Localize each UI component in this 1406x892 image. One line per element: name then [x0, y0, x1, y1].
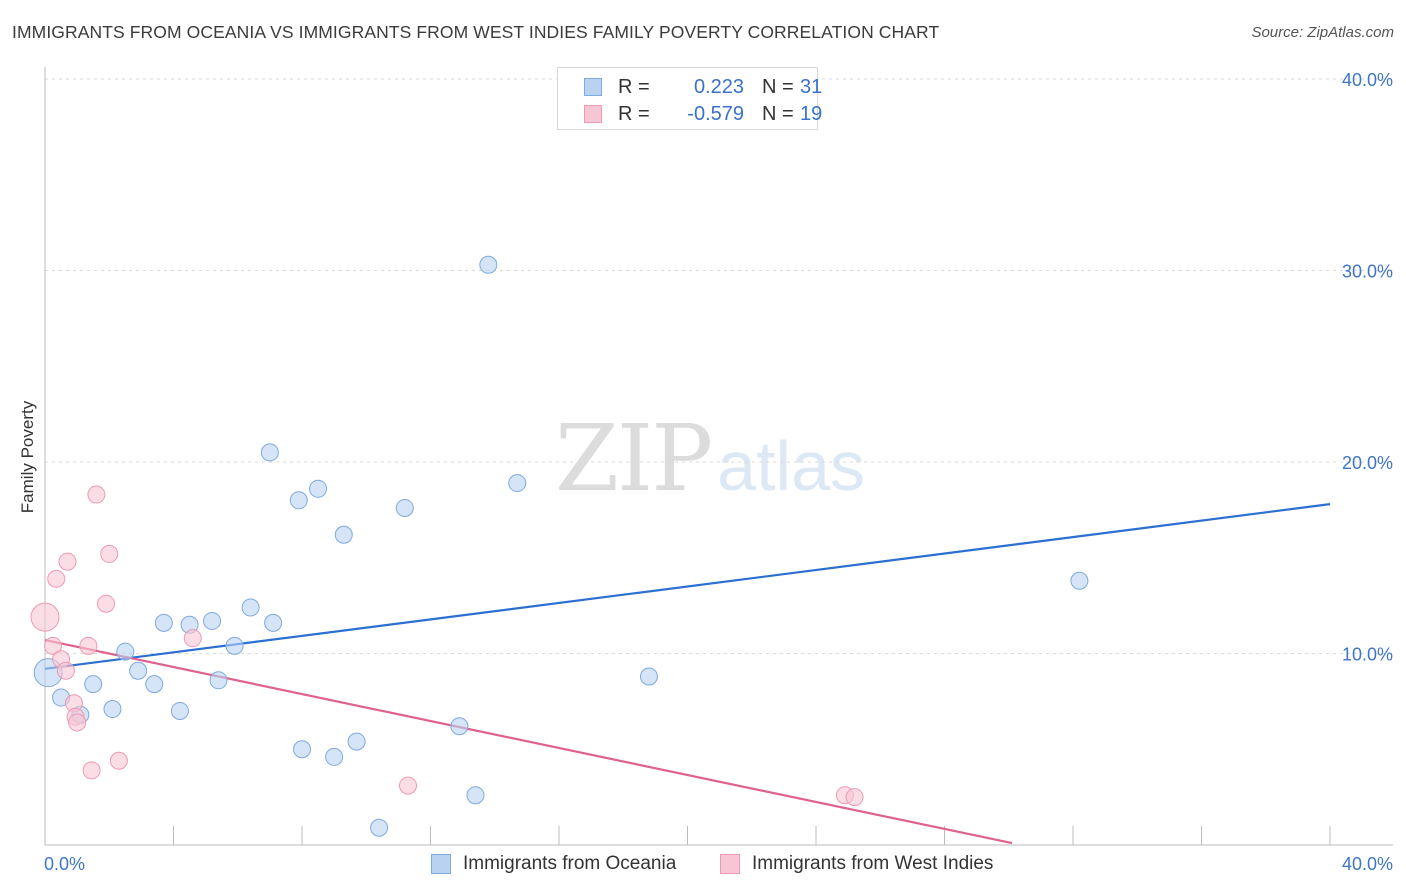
oceania-point	[309, 479, 328, 498]
y-axis-title: Family Poverty	[18, 400, 37, 514]
west-indies-legend-label: Immigrants from West Indies	[752, 853, 994, 874]
oceania-point	[154, 613, 173, 632]
y-tick-label: 30.0%	[1342, 262, 1393, 282]
oceania-point	[289, 491, 308, 510]
west-indies-point	[183, 629, 202, 648]
oceania-point	[241, 598, 260, 617]
oceania-point	[209, 671, 228, 690]
oceania-point	[84, 675, 103, 694]
west-indies-point	[44, 636, 63, 655]
x-tick-label: 0.0%	[44, 854, 85, 874]
n-value: 31	[800, 75, 823, 98]
stats-legend: R = 0.223 N = 31 R = -0.579 N = 19	[557, 67, 822, 130]
r-value: 0.223	[693, 75, 744, 98]
r-label: R =	[618, 75, 650, 98]
west-indies-point	[82, 761, 101, 780]
oceania-trend-line	[44, 503, 1331, 670]
oceania-point	[260, 443, 279, 462]
oceania-point	[293, 740, 311, 759]
tick-label-layer: 10.0% 20.0% 30.0% 40.0% 0.0% 40.0%	[44, 70, 1393, 874]
n-label: N =	[762, 75, 794, 98]
west-indies-point	[47, 569, 66, 588]
oceania-point	[395, 498, 414, 517]
chart-source: Source: ZipAtlas.com	[1251, 24, 1394, 41]
oceania-point	[334, 525, 353, 544]
oceania-point	[370, 818, 389, 837]
west-indies-point	[845, 788, 864, 807]
oceania-point	[639, 667, 658, 686]
west-indies-point	[100, 544, 119, 563]
oceania-point	[479, 255, 498, 274]
oceania-point	[466, 786, 485, 805]
legend-item-west-indies: Immigrants from West Indies	[720, 852, 993, 876]
n-value: 19	[800, 102, 823, 125]
r-value: -0.579	[687, 102, 744, 125]
west-indies-legend-swatch	[720, 854, 740, 874]
west-indies-point	[56, 661, 75, 680]
west-indies-point	[68, 713, 87, 732]
x-tick-label: 40.0%	[1342, 854, 1393, 874]
west-indies-point	[79, 636, 98, 655]
oceania-point	[129, 661, 148, 680]
west-indies-point	[97, 594, 116, 613]
west-indies-point	[30, 602, 60, 632]
grid-layer	[45, 78, 1393, 654]
legend-item-oceania: Immigrants from Oceania	[431, 852, 676, 876]
chart-title: IMMIGRANTS FROM OCEANIA VS IMMIGRANTS FR…	[12, 22, 940, 42]
oceania-legend-label: Immigrants from Oceania	[463, 853, 677, 874]
oceania-point	[347, 732, 366, 751]
oceania-point	[264, 613, 283, 632]
west-indies-point	[399, 776, 418, 795]
oceania-point	[203, 611, 222, 630]
r-label: R =	[618, 102, 650, 125]
west-indies-trend-line	[44, 639, 1013, 845]
points-layer	[30, 255, 1089, 837]
y-tick-label: 20.0%	[1342, 453, 1393, 473]
west-indies-point	[87, 485, 106, 504]
oceania-legend-swatch	[431, 854, 451, 874]
oceania-swatch	[584, 78, 602, 96]
oceania-point	[116, 642, 135, 661]
axis-layer	[44, 67, 1393, 846]
oceania-point	[450, 717, 469, 736]
y-tick-label: 40.0%	[1342, 70, 1393, 90]
oceania-point	[225, 636, 244, 655]
west-indies-point	[109, 751, 128, 770]
oceania-point	[170, 701, 189, 720]
y-tick-label: 10.0%	[1342, 645, 1393, 665]
trend-layer	[44, 503, 1331, 845]
n-label: N =	[762, 102, 794, 125]
west-indies-point	[58, 552, 77, 571]
oceania-point	[145, 675, 164, 694]
oceania-point	[103, 700, 122, 719]
oceania-point	[325, 747, 344, 766]
oceania-point	[508, 474, 527, 493]
west-indies-swatch	[584, 105, 602, 123]
oceania-point	[1070, 571, 1089, 590]
